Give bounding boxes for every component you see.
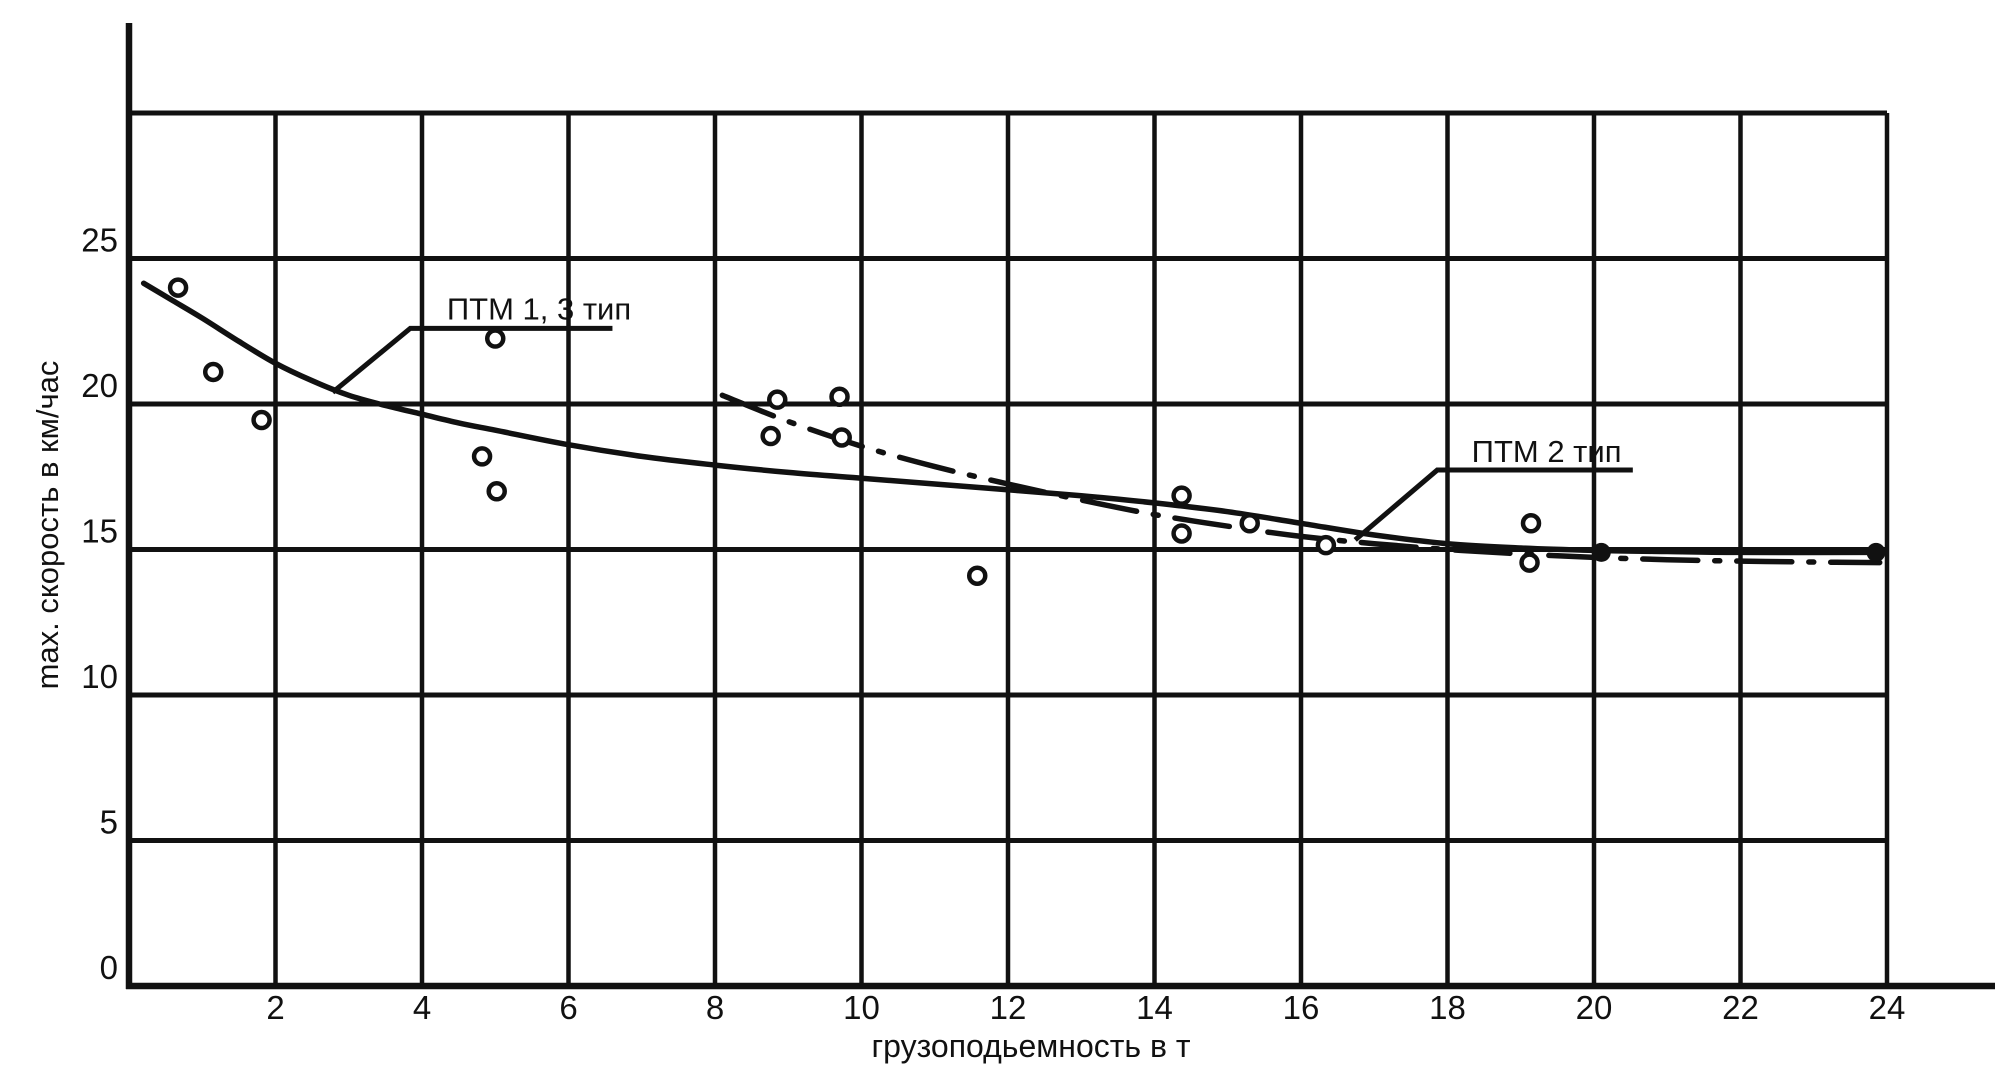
y-tick-label: 5 — [100, 804, 118, 841]
data-point-open — [829, 386, 850, 407]
data-point-open — [167, 277, 189, 298]
data-point-open — [1520, 513, 1542, 534]
y-tick-label: 0 — [100, 949, 118, 986]
x-tick-label: 22 — [1722, 989, 1759, 1026]
x-tick-label: 2 — [266, 989, 284, 1026]
annotation-ptm-2-leader — [1353, 467, 1633, 542]
data-point-open — [251, 409, 272, 431]
x-tick-label: 14 — [1136, 989, 1173, 1026]
data-point-open — [1239, 513, 1260, 534]
data-point-open — [485, 328, 506, 349]
x-axis-title: грузоподьемность в т — [871, 1028, 1190, 1064]
x-tick-label: 16 — [1283, 989, 1320, 1026]
x-tick-label: 10 — [843, 989, 880, 1026]
annotation-ptm-1-3-leader — [331, 325, 613, 395]
data-point-open — [1171, 523, 1192, 544]
annotation-ptm-2-label: ПТМ 2 тип — [1472, 434, 1622, 469]
x-tick-label: 18 — [1429, 989, 1466, 1026]
data-point-open — [966, 565, 988, 586]
data-point-open — [1519, 552, 1540, 573]
data-point-open — [831, 427, 852, 448]
data-point-filled — [1866, 542, 1886, 562]
data-point-open — [767, 389, 788, 410]
x-tick-label: 4 — [413, 989, 431, 1026]
x-tick-label: 12 — [990, 989, 1027, 1026]
y-tick-label: 25 — [81, 222, 118, 259]
x-tick-label: 6 — [559, 989, 577, 1026]
annotation-ptm-1-3-label: ПТМ 1, 3 тип — [447, 292, 631, 327]
x-tick-label: 24 — [1869, 989, 1906, 1026]
data-point-open — [1171, 485, 1192, 506]
data-point-open — [471, 446, 493, 467]
data-point-open — [1315, 534, 1337, 556]
x-tick-label: 8 — [706, 989, 724, 1026]
x-tick-label: 20 — [1576, 989, 1613, 1026]
y-tick-label: 10 — [81, 658, 118, 695]
data-point-open — [486, 481, 507, 502]
data-point-open — [202, 361, 224, 383]
data-point-open — [760, 425, 781, 447]
y-axis-title: max. скорость в км/час — [30, 361, 65, 690]
y-tick-label: 20 — [81, 367, 118, 404]
data-point-filled — [1591, 542, 1611, 562]
y-tick-label: 15 — [81, 513, 118, 550]
dashdot-curve-ptm-2 — [719, 392, 1883, 566]
solid-curve-ptm-1-3 — [140, 280, 1879, 556]
